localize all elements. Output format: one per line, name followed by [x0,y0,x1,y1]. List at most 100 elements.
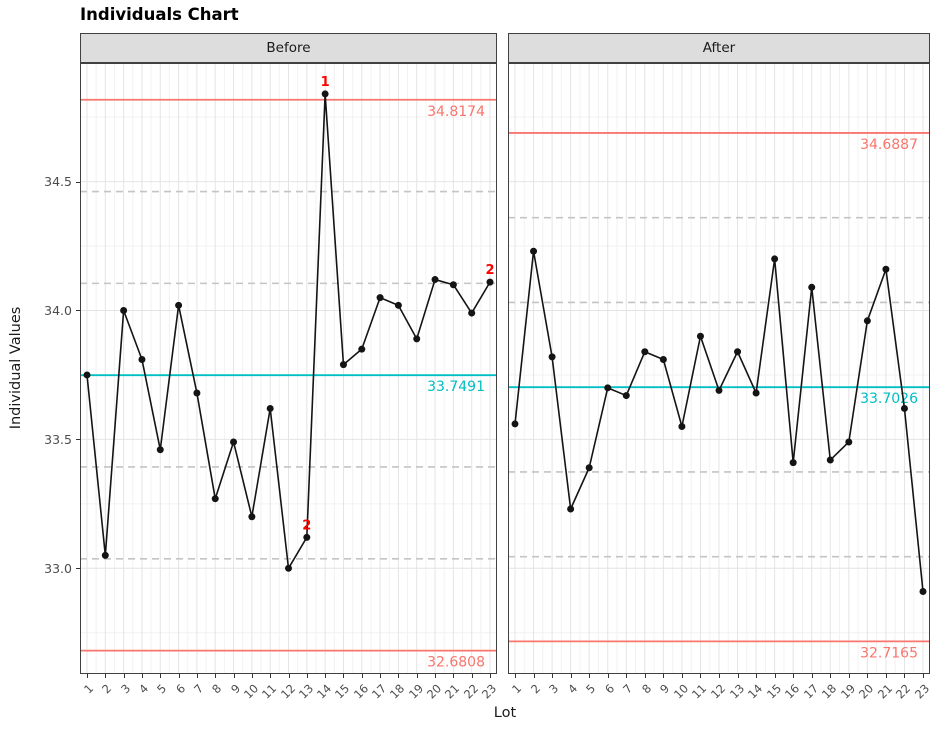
data-point [919,588,927,596]
data-point [882,265,890,273]
center-label: 33.7026 [860,391,918,407]
ucl-label: 34.6887 [860,137,918,153]
y-tick-mark [76,181,80,183]
x-tick-mark [435,674,437,678]
center-label: 33.7491 [427,379,485,395]
data-point [449,281,457,289]
lcl-label: 32.7165 [860,645,918,661]
x-tick-mark [885,674,887,678]
y-tick-label: 34.0 [44,302,72,318]
x-tick-mark [380,674,382,678]
x-tick-mark [251,674,253,678]
data-point [678,423,686,431]
data-point [339,361,347,369]
facet-strip-after: After [508,33,930,63]
x-tick-mark [160,674,162,678]
x-tick-mark [233,674,235,678]
lcl-label: 32.6808 [427,655,485,671]
x-tick-mark [848,674,850,678]
x-tick-mark [123,674,125,678]
data-point [585,464,593,472]
x-tick-mark [737,674,739,678]
x-tick-mark [141,674,143,678]
data-point [789,459,797,467]
data-point [622,392,630,400]
x-tick-mark [453,674,455,678]
x-tick-mark [607,674,609,678]
x-tick-mark [700,674,702,678]
data-point [530,247,538,255]
data-point [120,306,128,314]
x-tick-mark [867,674,869,678]
data-point [321,90,329,98]
violation-flag: 1 [321,75,330,90]
x-tick-mark [811,674,813,678]
x-tick-mark [533,674,535,678]
panel-before-svg: 34.8174 33.7491 32.6808 2 1 2 [80,63,497,674]
x-tick-mark [756,674,758,678]
data-point [248,513,256,521]
panel-after-plot: 34.6887 33.7026 32.7165 [508,63,930,674]
panel-before-plot: 34.8174 33.7491 32.6808 2 1 2 [80,63,497,674]
data-point [486,278,494,286]
data-point [641,348,649,356]
y-tick-mark [76,310,80,312]
x-tick-mark [361,674,363,678]
x-tick-mark [343,674,345,678]
panel-border [80,63,497,674]
data-point [808,283,816,291]
data-point [431,276,439,284]
data-point [413,335,421,343]
x-tick-mark [830,674,832,678]
panel-border [508,63,930,674]
y-tick-label: 34.5 [44,174,72,190]
data-point [752,389,760,397]
x-tick-mark [288,674,290,678]
x-tick-mark [626,674,628,678]
data-point [101,551,109,559]
x-tick-mark [515,674,516,678]
panel-after-svg: 34.6887 33.7026 32.7165 [508,63,930,674]
data-point [376,294,384,302]
x-tick-mark [398,674,400,678]
x-tick-mark [270,674,272,678]
data-point [230,438,238,446]
data-point [567,505,575,513]
violation-flag: 2 [302,518,311,533]
x-tick-mark [196,674,198,678]
data-point [211,495,219,503]
data-point [266,404,274,412]
y-tick-mark [76,439,80,441]
x-tick-mark [793,674,795,678]
data-point [734,348,742,356]
data-point [863,317,871,325]
data-point [696,332,704,340]
y-tick-label: 33.5 [44,431,72,447]
data-point [394,301,402,309]
x-tick-mark [552,674,554,678]
x-tick-mark [178,674,180,678]
data-point [303,533,311,541]
x-tick-mark [306,674,308,678]
x-tick-mark [904,674,906,678]
data-point [193,389,201,397]
y-axis-title: Individual Values [8,306,24,430]
data-point [285,564,292,572]
x-tick-mark [923,674,924,678]
data-point [83,371,91,379]
y-tick-mark [76,568,80,570]
x-tick-mark [644,674,646,678]
data-point [826,456,834,464]
x-tick-mark [105,674,107,678]
x-tick-mark [87,674,88,678]
x-tick-mark [325,674,327,678]
ucl-label: 34.8174 [427,104,485,120]
x-tick-mark [570,674,572,678]
x-tick-mark [215,674,217,678]
facet-strip-before-label: Before [266,40,311,56]
x-axis-after: 1 2 3 4 5 6 7 8 9 10 11 12 13 14 15 16 17 18 19 20 21 22 23 [508,674,932,734]
data-point [604,384,612,392]
facet-strip-before: Before [80,33,497,63]
data-point [156,446,164,454]
data-point [900,404,908,412]
